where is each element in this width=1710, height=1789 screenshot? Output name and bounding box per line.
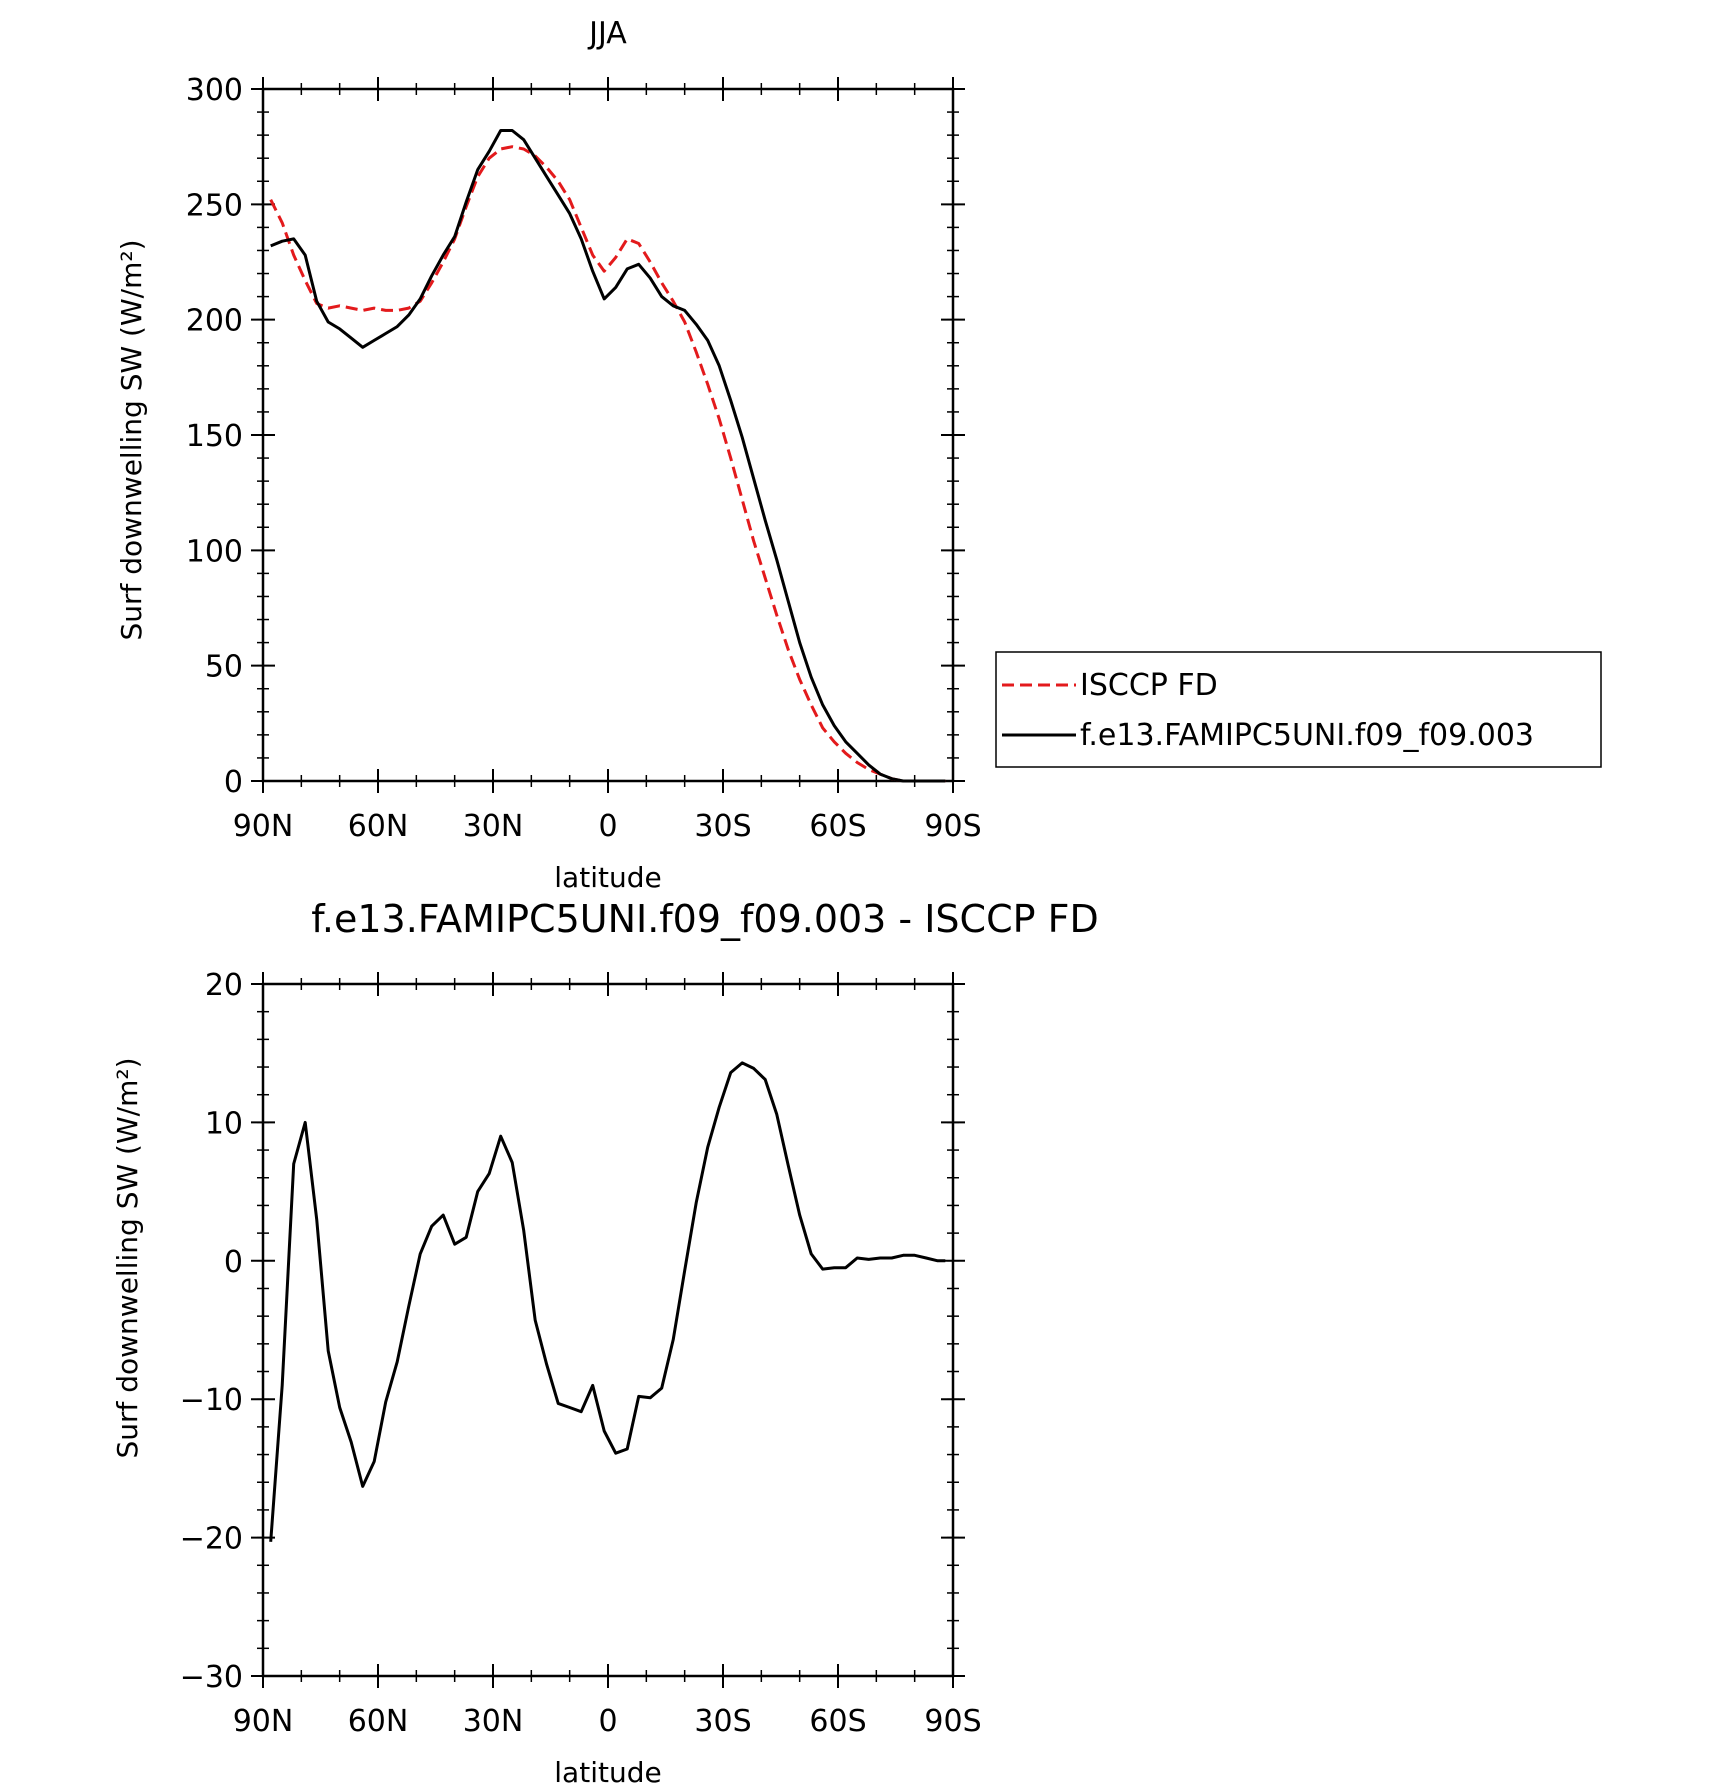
legend-label-isccp: ISCCP FD — [1080, 668, 1218, 703]
x-axis-label-top: latitude — [554, 861, 661, 894]
x-tick-label-top: 90N — [233, 809, 294, 844]
plot-frame-top — [261, 87, 955, 783]
y-tick-label-bottom: −10 — [180, 1383, 243, 1418]
y-tick-label-bottom: −20 — [180, 1522, 243, 1557]
x-tick-label-bottom: 30S — [694, 1704, 751, 1739]
x-tick-label-bottom: 0 — [598, 1704, 617, 1739]
legend-box — [995, 651, 1602, 768]
chart-panel-bottom: f.e13.FAMIPC5UNI.f09_f09.003 - ISCCP FD … — [111, 897, 1099, 1789]
x-tick-label-bottom: 30N — [463, 1704, 524, 1739]
x-tick-label-top: 30S — [694, 809, 751, 844]
y-tick-label-top: 50 — [205, 650, 243, 685]
chart-title-bottom: f.e13.FAMIPC5UNI.f09_f09.003 - ISCCP FD — [311, 897, 1098, 941]
x-tick-label-bottom: 90N — [233, 1704, 294, 1739]
y-tick-label-bottom: −30 — [180, 1660, 243, 1695]
legend: ISCCP FD f.e13.FAMIPC5UNI.f09_f09.003 — [995, 651, 1602, 768]
x-tick-label-top: 0 — [598, 809, 617, 844]
y-tick-label-top: 250 — [186, 188, 243, 223]
y-axis-label-bottom: Surf downwelling SW (W/m²) — [111, 1057, 144, 1458]
x-tick-label-top: 90S — [924, 809, 981, 844]
y-tick-label-top: 200 — [186, 304, 243, 339]
plot-area-bottom: −30 −20 −10 0 10 20 90N 60N 30N 0 30S 60S 90S — [180, 968, 982, 1739]
series-line-top-1 — [270, 129, 946, 783]
y-axis-label-top: Surf downwelling SW (W/m²) — [115, 239, 148, 640]
x-tick-label-bottom: 60S — [809, 1704, 866, 1739]
chart-panel-top: JJA 0 50 100 150 200 250 300 90N 60N 30N 0 30S 60S 90… — [115, 16, 982, 894]
plot-frame-bottom — [261, 982, 955, 1678]
y-tick-label-bottom: 20 — [205, 968, 243, 1003]
y-tick-label-bottom: 10 — [205, 1106, 243, 1141]
y-tick-label-top: 300 — [186, 73, 243, 108]
x-tick-label-top: 30N — [463, 809, 524, 844]
x-axis-label-bottom: latitude — [554, 1756, 661, 1789]
y-tick-label-top: 0 — [224, 765, 243, 800]
x-tick-label-top: 60N — [348, 809, 409, 844]
y-tick-label-top: 100 — [186, 534, 243, 569]
x-tick-label-top: 60S — [809, 809, 866, 844]
x-tick-label-bottom: 60N — [348, 1704, 409, 1739]
chart-title-top: JJA — [587, 16, 627, 51]
legend-label-model: f.e13.FAMIPC5UNI.f09_f09.003 — [1080, 718, 1534, 753]
x-tick-label-bottom: 90S — [924, 1704, 981, 1739]
series-line-top-0 — [269, 145, 946, 783]
y-tick-label-bottom: 0 — [224, 1245, 243, 1280]
plot-area-top: 0 50 100 150 200 250 300 90N 60N 30N 0 30S 60S 90S — [186, 73, 982, 844]
y-tick-label-top: 150 — [186, 419, 243, 454]
series-line-bottom-0 — [269, 1061, 946, 1542]
